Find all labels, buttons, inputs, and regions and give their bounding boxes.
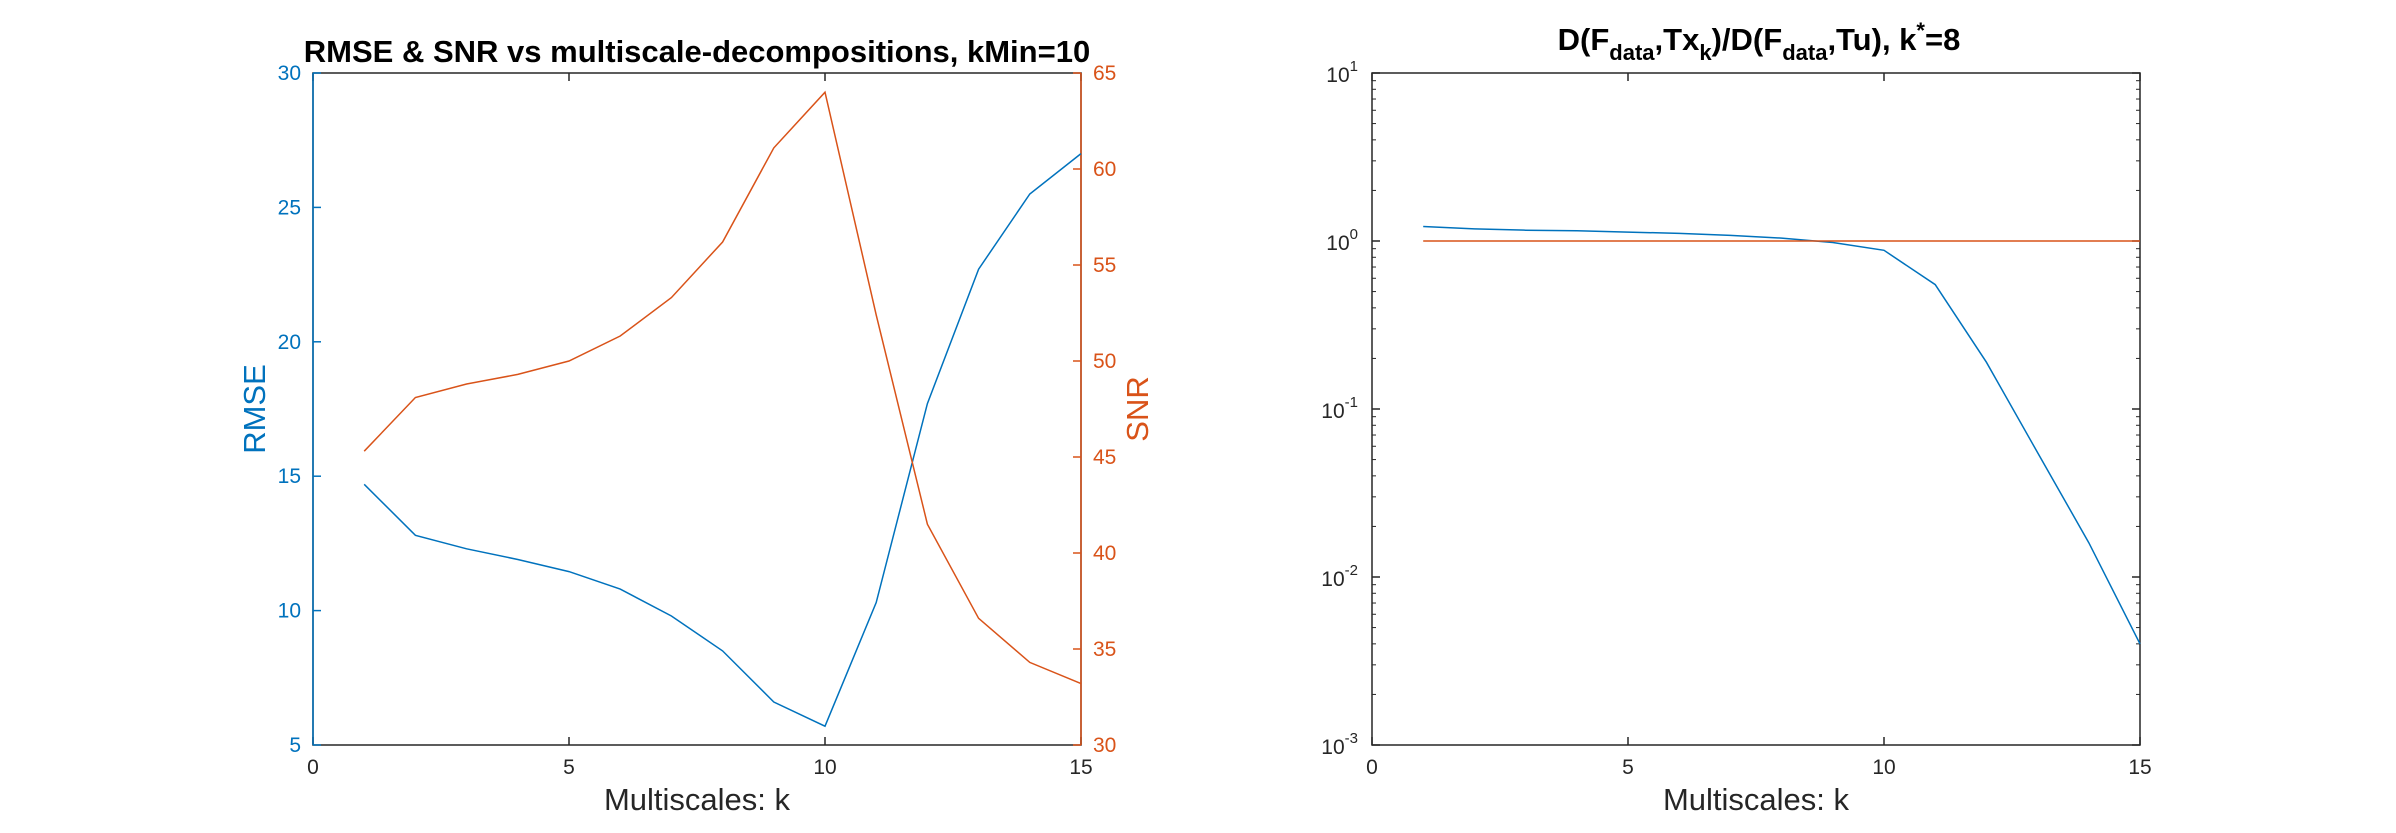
rmse-tick-label: 25	[278, 196, 301, 219]
title-part-a: D(F	[1558, 22, 1610, 57]
y-tick-label: 101	[1326, 58, 1358, 87]
ratio-plot-area	[1371, 72, 2141, 746]
rmse-tick-label: 20	[278, 331, 301, 354]
ratio-x-axis: 0 5 10 15	[1366, 73, 2152, 779]
title-part-d: k	[1699, 40, 1712, 65]
ratio-chart: D(Fdata,Txk)/D(Fdata,Tu), k*=8 0 5 10 15 10…	[1321, 18, 2151, 817]
rmse-snr-x-label: Multiscales: k	[604, 782, 791, 817]
ratio-chart-title: D(Fdata,Txk)/D(Fdata,Tu), k*=8	[1558, 18, 1961, 65]
rmse-snr-chart: RMSE & SNR vs multiscale-decompositions,…	[237, 34, 1155, 817]
rmse-snr-plot-area	[312, 72, 1082, 746]
ratio-x-label: Multiscales: k	[1663, 782, 1850, 817]
snr-tick-label: 60	[1093, 158, 1116, 181]
rmse-series-line	[363, 153, 1082, 728]
ratio-y-axis: 10-3 10-2 10-1 100 101	[1321, 58, 2140, 759]
snr-tick-label: 35	[1093, 638, 1116, 661]
x-tick-label: 10	[1872, 756, 1895, 779]
x-tick-label: 5	[1622, 756, 1634, 779]
snr-series-line	[363, 90, 1082, 685]
rmse-y-label: RMSE	[237, 364, 272, 454]
x-tick-label: 15	[1069, 756, 1092, 779]
x-tick-label: 0	[1366, 756, 1378, 779]
ratio-series	[1423, 225, 2141, 645]
title-part-h: *	[1916, 18, 1925, 43]
y-tick-label: 100	[1326, 226, 1358, 255]
y-tick-label: 10-1	[1321, 394, 1358, 423]
rmse-snr-chart-title: RMSE & SNR vs multiscale-decompositions,…	[304, 34, 1090, 69]
rmse-tick-label: 30	[278, 62, 301, 85]
rmse-snr-series	[363, 90, 1082, 728]
snr-tick-label: 50	[1093, 350, 1116, 373]
title-part-i: =8	[1925, 22, 1960, 57]
x-tick-label: 10	[813, 756, 836, 779]
rmse-tick-label: 5	[289, 734, 301, 757]
x-tick-label: 0	[307, 756, 319, 779]
rmse-tick-label: 15	[278, 465, 301, 488]
snr-tick-label: 45	[1093, 446, 1116, 469]
y-tick-label: 10-3	[1321, 730, 1358, 759]
title-part-b: data	[1609, 40, 1655, 65]
rmse-y-axis: 5 10 15 20 25 30	[278, 62, 321, 757]
snr-y-axis: 30 35 40 45 50 55 60 65	[1073, 62, 1116, 757]
x-tick-label: 15	[2128, 756, 2151, 779]
ratio-series-line	[1423, 225, 2141, 645]
x-tick-label: 5	[563, 756, 575, 779]
snr-tick-label: 30	[1093, 734, 1116, 757]
title-part-e: )/D(F	[1712, 22, 1783, 57]
snr-y-label: SNR	[1120, 376, 1155, 441]
rmse-tick-label: 10	[278, 600, 301, 623]
title-part-g: ,Tu), k	[1827, 22, 1917, 57]
title-part-c: ,Tx	[1655, 22, 1701, 57]
snr-tick-label: 40	[1093, 542, 1116, 565]
snr-tick-label: 65	[1093, 62, 1116, 85]
snr-tick-label: 55	[1093, 254, 1116, 277]
title-part-f: data	[1782, 40, 1828, 65]
y-tick-label: 10-2	[1321, 562, 1358, 591]
